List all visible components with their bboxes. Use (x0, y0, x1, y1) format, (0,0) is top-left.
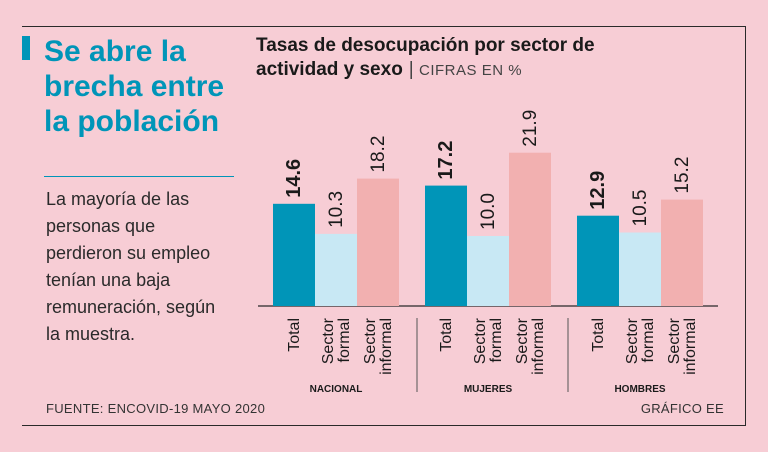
category-tick-label: formal (488, 318, 505, 362)
data-label: 14.6 (283, 159, 305, 198)
bar (619, 232, 661, 306)
infographic-frame (22, 26, 746, 426)
group-label: NACIONAL (310, 384, 363, 395)
category-tick-label: informal (530, 318, 547, 375)
bar (357, 178, 399, 306)
chart-unit: CIFRAS EN % (419, 62, 523, 79)
category-tick-label: informal (682, 318, 699, 375)
category-tick-label: informal (378, 318, 395, 375)
category-tick-label: Total (590, 318, 607, 352)
data-label: 10.0 (478, 193, 499, 230)
category-tick-label: Sector (472, 317, 489, 364)
chart-title: Tasas de desocupación por sector de acti… (256, 34, 676, 83)
data-label: 17.2 (435, 141, 457, 180)
category-tick-label: Sector (362, 317, 379, 364)
group-label: HOMBRES (614, 384, 665, 395)
category-tick-label: Sector (514, 317, 531, 364)
category-tick-label: Total (286, 318, 303, 352)
data-label: 12.9 (587, 171, 609, 210)
category-tick-label: Sector (320, 317, 337, 364)
chart-title-text: Tasas de desocupación por sector de acti… (256, 35, 595, 80)
bar (425, 185, 467, 306)
category-tick-label: Sector (666, 317, 683, 364)
group-label: MUJERES (464, 384, 513, 395)
data-label: 10.5 (630, 190, 651, 227)
data-label: 21.9 (520, 110, 541, 147)
bar (467, 236, 509, 306)
headline-accent-bar (22, 36, 30, 60)
category-tick-label: formal (640, 318, 657, 362)
data-label: 15.2 (672, 157, 693, 194)
graphic-credit: GRÁFICO EE (640, 401, 724, 416)
bar (273, 203, 315, 306)
data-label: 10.3 (326, 191, 347, 228)
bar (661, 199, 703, 306)
chart-title-separator: | (408, 59, 414, 80)
summary-text: La mayoría de las personas que perdieron… (46, 189, 216, 344)
bar (509, 152, 551, 306)
bar (577, 215, 619, 306)
bar (315, 233, 357, 306)
data-label: 18.2 (368, 136, 389, 173)
headline: Se abre la brecha entre la población (44, 35, 225, 138)
category-tick-label: Total (438, 318, 455, 352)
category-tick-label: formal (336, 318, 353, 362)
source-note: FUENTE: ENCOVID-19 MAYO 2020 (46, 401, 266, 416)
headline-divider (44, 176, 234, 177)
category-tick-label: Sector (624, 317, 641, 364)
